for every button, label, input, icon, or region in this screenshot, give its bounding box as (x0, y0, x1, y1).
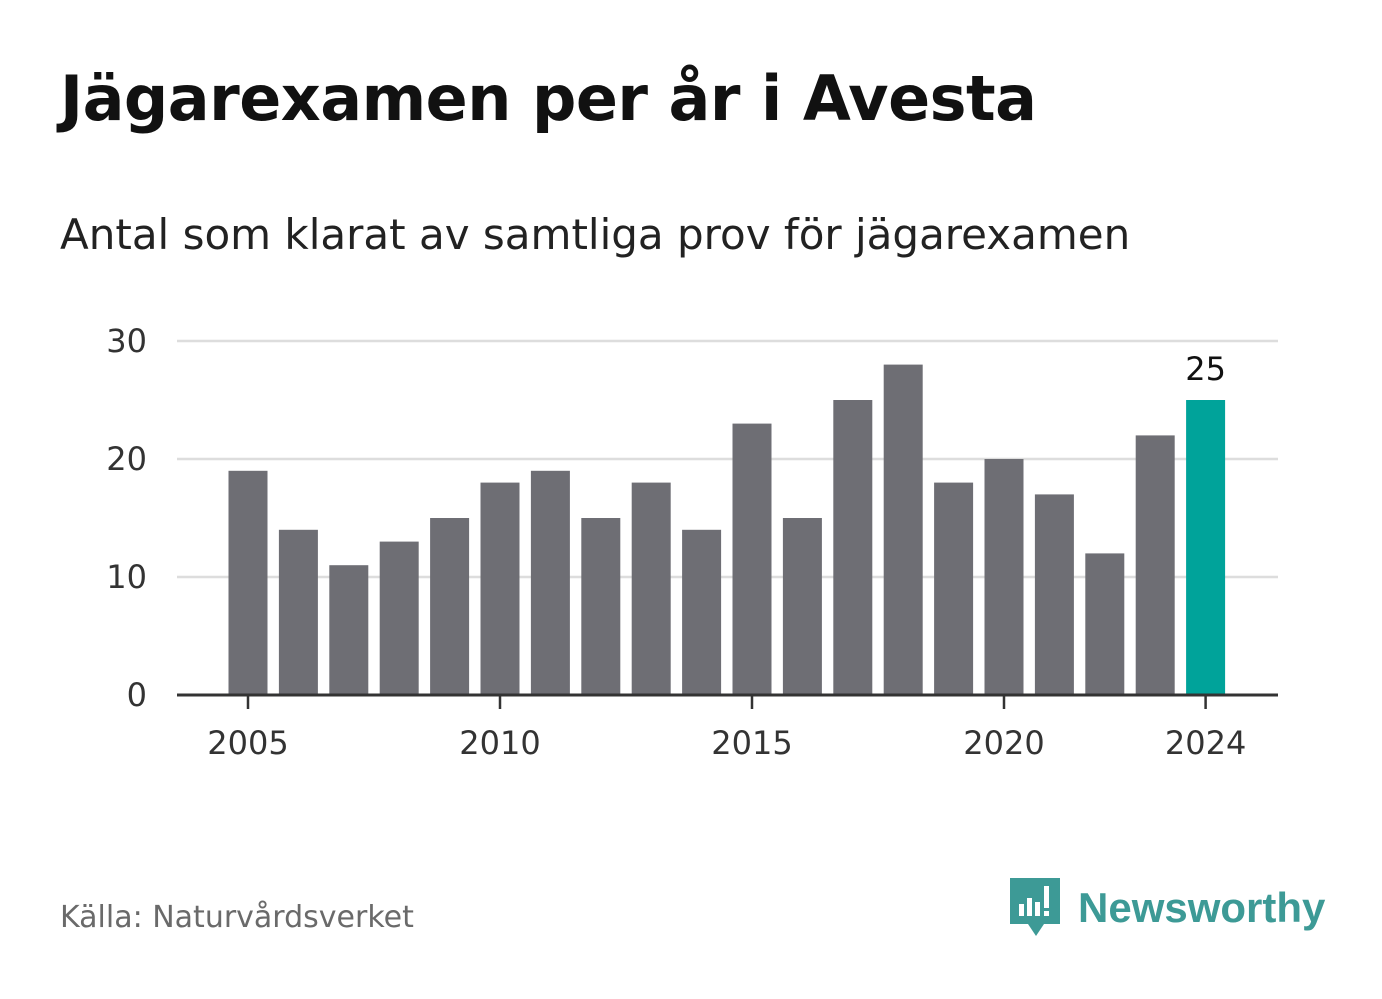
y-tick-label: 0 (127, 676, 147, 714)
newsworthy-logo-icon (1010, 878, 1060, 936)
x-axis (177, 693, 1278, 709)
bar (329, 565, 369, 695)
x-tick-label: 2015 (711, 724, 792, 762)
bar (228, 470, 268, 695)
x-tick-label: 2020 (963, 724, 1044, 762)
bar (379, 541, 419, 695)
bar (782, 518, 822, 695)
bar (1085, 553, 1125, 695)
bar (883, 364, 923, 695)
bar (1034, 494, 1074, 695)
x-tick-label: 2024 (1165, 724, 1246, 762)
bar (631, 482, 671, 695)
source-note: Källa: Naturvårdsverket (60, 900, 414, 935)
bar-value-label: 25 (1185, 350, 1226, 388)
bar (984, 459, 1024, 695)
bar (480, 482, 520, 695)
brand: Newsworthy (1010, 878, 1325, 938)
chart-subtitle: Antal som klarat av samtliga prov för jä… (60, 210, 1131, 259)
bar (1135, 435, 1175, 695)
bar (581, 518, 621, 695)
bar (732, 423, 772, 695)
bar (430, 518, 470, 695)
bar (833, 400, 873, 695)
tick-labels: 0 10 20 30 25 2005 2010 2015 2020 2024 (106, 322, 1246, 762)
y-tick-label: 10 (106, 558, 147, 596)
brand-name: Newsworthy (1078, 884, 1326, 931)
y-tick-label: 30 (106, 322, 147, 360)
grid-lines (177, 339, 1278, 579)
chart-title: Jägarexamen per år i Avesta (60, 62, 1037, 135)
bar-highlight (1186, 400, 1226, 695)
x-tick-label: 2005 (207, 724, 288, 762)
bar (682, 529, 722, 695)
x-tick-label: 2010 (459, 724, 540, 762)
bar-chart: 0 10 20 30 25 2005 2010 2015 2020 2024 (106, 322, 1278, 762)
bar (934, 482, 974, 695)
bar (278, 529, 318, 695)
bar (530, 470, 570, 695)
bars (228, 364, 1226, 695)
y-tick-label: 20 (106, 440, 147, 478)
